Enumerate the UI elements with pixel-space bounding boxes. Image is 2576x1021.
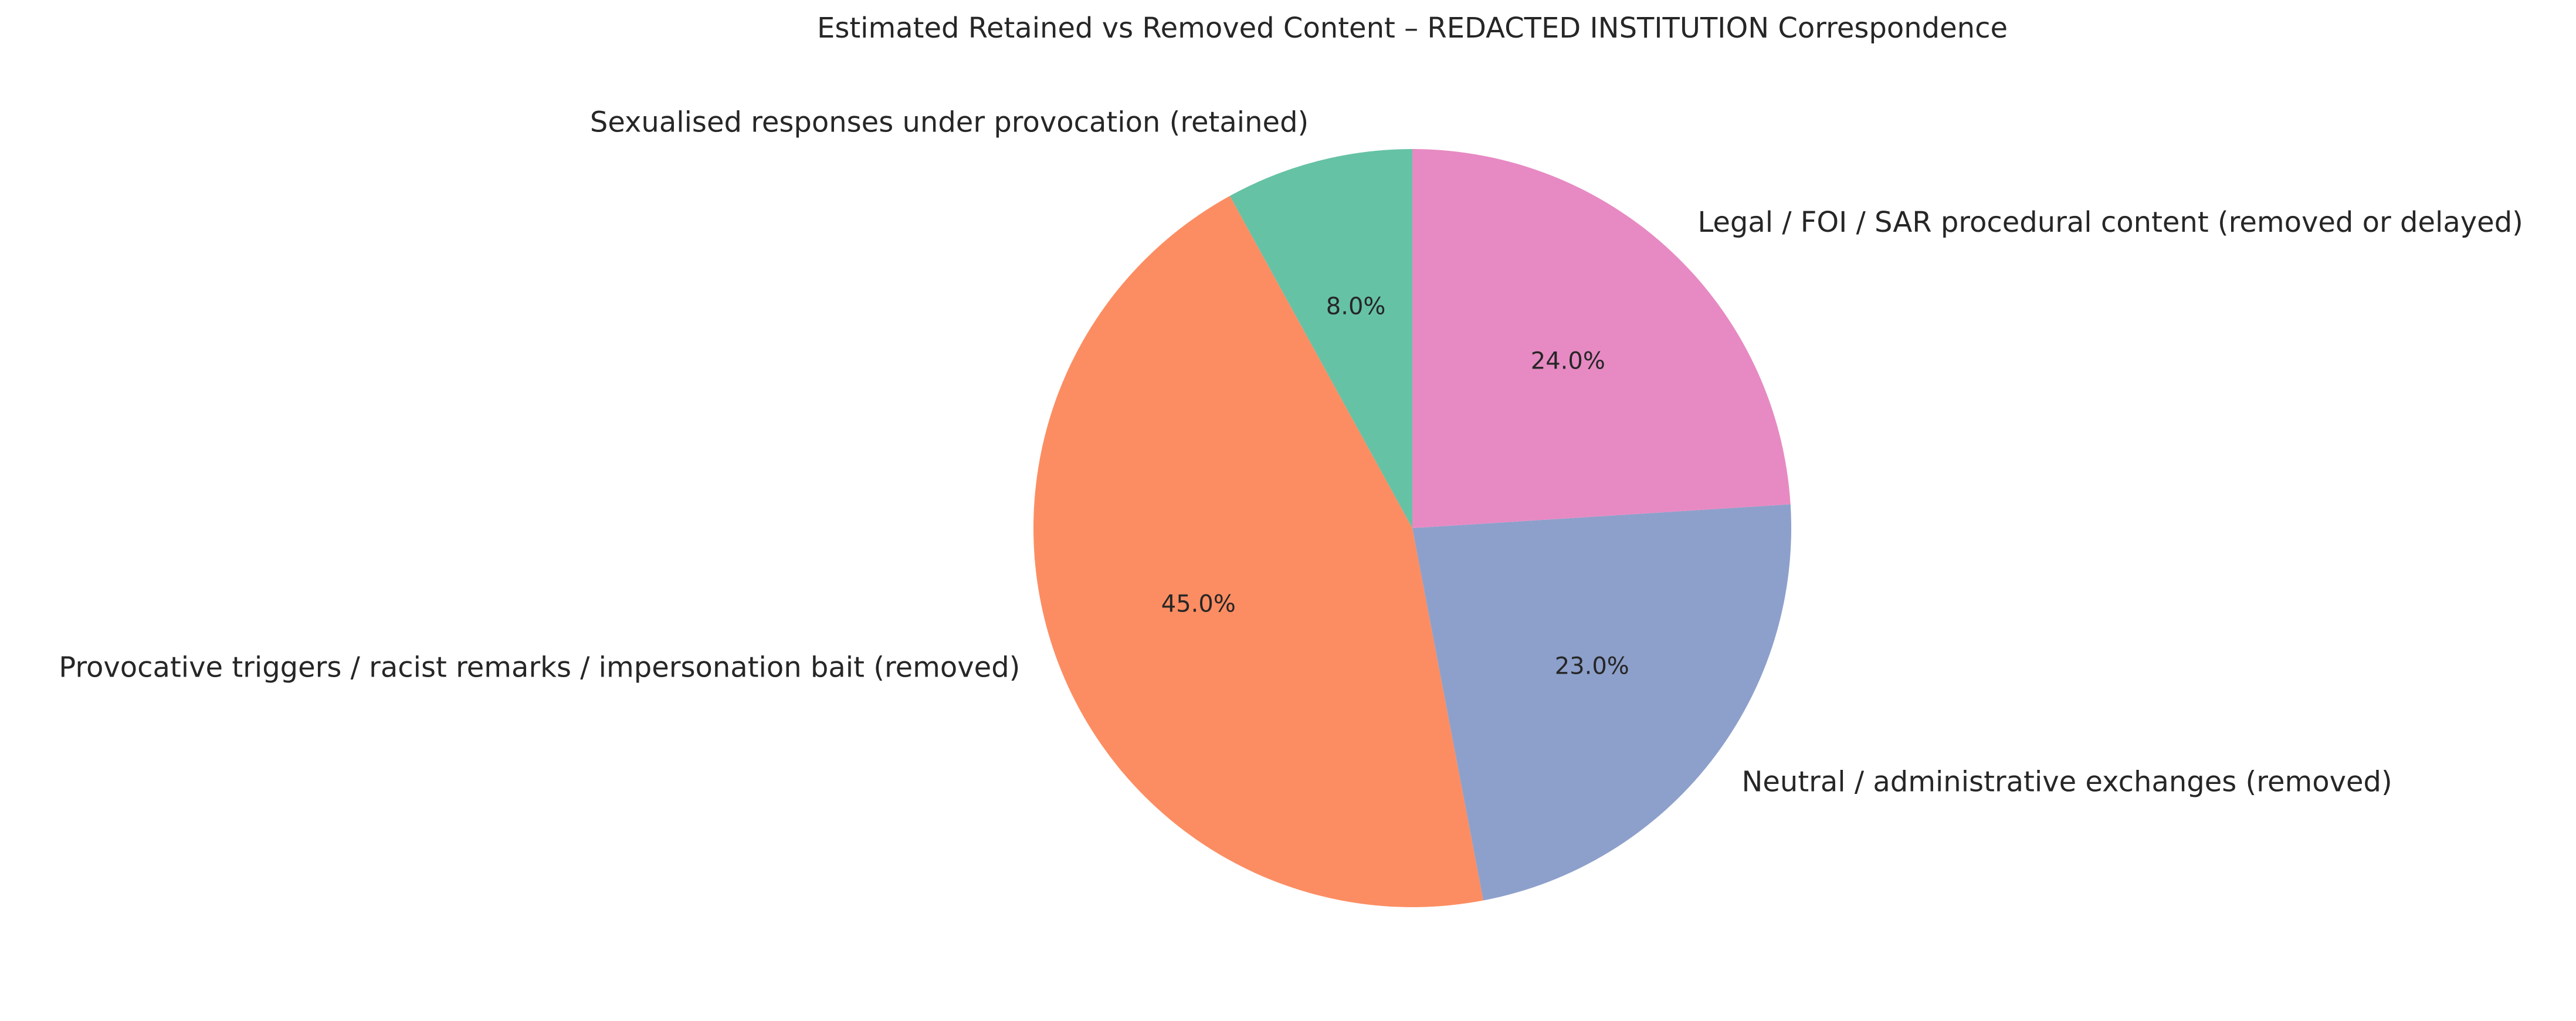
pie-slice: [1033, 195, 1484, 908]
slice-label: Neutral / administrative exchanges (remo…: [1741, 766, 2392, 799]
slice-percent-label: 23.0%: [1555, 653, 1629, 680]
pie-slice: [1229, 149, 1412, 528]
slice-label: Sexualised responses under provocation (…: [590, 106, 1309, 139]
slice-label: Legal / FOI / SAR procedural content (re…: [1697, 206, 2523, 239]
slice-label: Provocative triggers / racist remarks / …: [59, 651, 1020, 684]
slice-percent-label: 24.0%: [1531, 347, 1605, 374]
pie-slice: [1412, 149, 1791, 528]
pie-slice: [1412, 504, 1792, 901]
pie-slices: [1033, 149, 1792, 908]
slice-percent-label: 45.0%: [1161, 590, 1236, 617]
pie-labels: Sexualised responses under provocation (…: [59, 106, 2523, 799]
chart-title: Estimated Retained vs Removed Content – …: [817, 12, 2008, 45]
slice-percent-label: 8.0%: [1326, 293, 1386, 320]
